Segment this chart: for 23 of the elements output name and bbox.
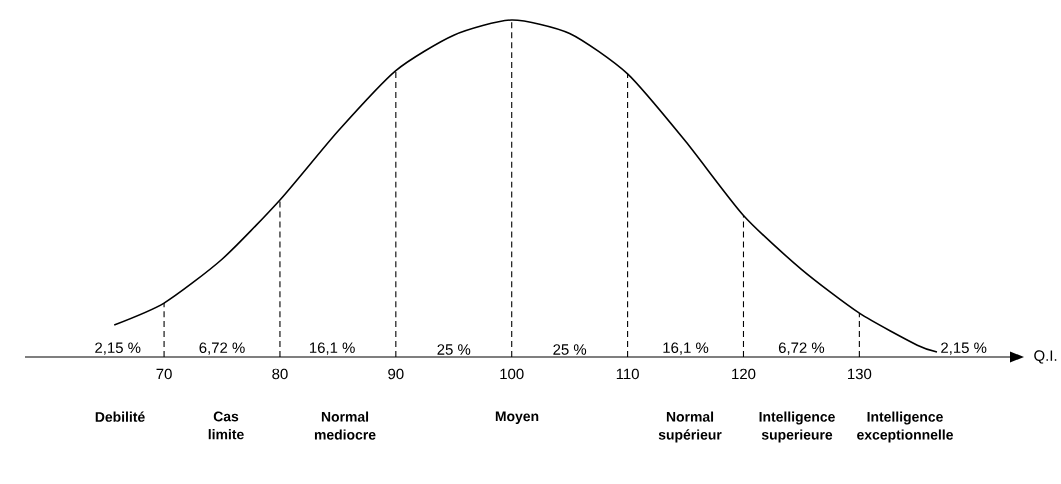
text: Cas limite bbox=[208, 411, 244, 440]
annotation: 25 % bbox=[437, 344, 471, 355]
x-tick-label: 130 bbox=[848, 368, 872, 380]
text: Normal mediocre bbox=[314, 411, 376, 440]
annotation: 16,1 % bbox=[309, 342, 355, 355]
x-tick-label: 80 bbox=[272, 368, 288, 380]
annotation: 6,72 % bbox=[778, 342, 825, 355]
x-tick-label: 70 bbox=[156, 368, 172, 380]
x-tick-label: 90 bbox=[388, 368, 404, 380]
text: Moyen bbox=[495, 411, 539, 424]
annotation: 2,15 % bbox=[95, 342, 141, 355]
x-tick-label: 120 bbox=[732, 368, 756, 380]
annotation: 6,72 % bbox=[199, 342, 245, 355]
text: Normal supérieur bbox=[658, 411, 722, 443]
x-tick-label: 100 bbox=[500, 368, 524, 380]
text: Intelligence exceptionnelle bbox=[857, 411, 953, 443]
annotation: 2,15 % bbox=[941, 342, 987, 355]
annotation: 16,1 % bbox=[663, 342, 709, 355]
x-axis-title: Q.I. bbox=[1034, 350, 1057, 364]
annotation: 25 % bbox=[553, 344, 587, 355]
x-tick-label: 110 bbox=[616, 368, 639, 380]
text: Intelligence superieure bbox=[759, 411, 835, 443]
text: Debilité bbox=[95, 411, 145, 422]
